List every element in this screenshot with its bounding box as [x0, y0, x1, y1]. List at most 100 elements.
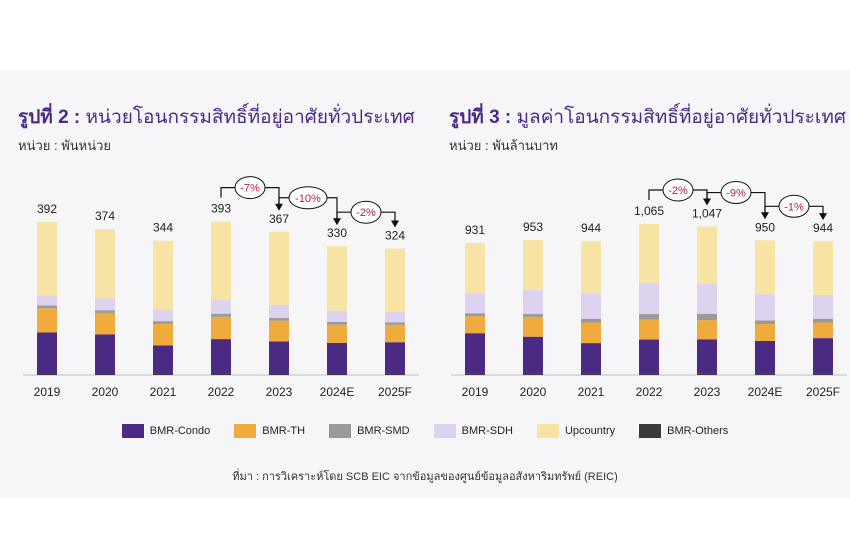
bar-segment-upcountry-2022: [211, 221, 231, 300]
total-label-2025F: 944: [813, 221, 833, 235]
bar-segment-bmr-condo-2019: [37, 332, 57, 374]
total-label-2021: 944: [581, 221, 601, 235]
bar-segment-bmr-condo-2021: [581, 343, 601, 374]
bar-segment-bmr-sdh-2023: [697, 283, 717, 314]
bar-segment-bmr-others-2020: [523, 373, 543, 375]
x-tick-label-2022: 2022: [636, 385, 663, 399]
bar-segment-bmr-smd-2020: [95, 310, 115, 313]
total-label-2023: 1,047: [692, 207, 722, 221]
bar-segment-bmr-condo-2025F: [385, 342, 405, 374]
bar-segment-bmr-th-2021: [153, 323, 173, 346]
chart-title-left: รูปที่ 2 : หน่วยโอนกรรมสิทธิ์ที่อยู่อาศั…: [18, 102, 415, 132]
change-badge-2024E-2025F: [350, 200, 382, 224]
chart-transfer-units: 392 2019 374 2020 344 2021 393 2022 367 2023 330 20…: [23, 176, 419, 399]
bar-segment-upcountry-2024E: [755, 240, 775, 295]
bar-segment-bmr-smd-2022: [211, 313, 231, 317]
bar-segment-bmr-th-2020: [95, 312, 115, 335]
bar-segment-bmr-smd-2021: [153, 321, 173, 324]
bar-segment-bmr-others-2022: [211, 373, 231, 375]
bar-segment-bmr-th-2019: [37, 308, 57, 333]
bar-segment-bmr-smd-2019: [465, 313, 485, 317]
bar-segment-bmr-sdh-2023: [269, 304, 289, 319]
bar-segment-bmr-smd-2025F: [385, 322, 405, 325]
total-label-2022: 1,065: [634, 204, 664, 218]
change-label-2023-2024E: -10%: [295, 193, 321, 205]
change-label-2022-2023: -2%: [668, 185, 688, 197]
bar-segment-bmr-sdh-2019: [465, 292, 485, 314]
bar-segment-upcountry-2023: [697, 226, 717, 284]
bar-segment-bmr-th-2025F: [385, 324, 405, 343]
bar-segment-bmr-smd-2023: [697, 313, 717, 321]
bar-segment-bmr-others-2019: [37, 373, 57, 375]
change-badge-2022-2023: [234, 176, 266, 200]
change-badge-2023-2024E: [720, 181, 752, 205]
x-tick-label-2023: 2023: [694, 385, 721, 399]
bar-segment-bmr-smd-2025F: [813, 318, 833, 323]
bar-segment-bmr-sdh-2019: [37, 295, 57, 306]
chart-title-right-prefix: รูปที่ 3 :: [449, 107, 512, 128]
bar-segment-bmr-others-2019: [465, 373, 485, 375]
x-tick-label-2021: 2021: [578, 385, 605, 399]
bar-segment-upcountry-2019: [465, 243, 485, 293]
chart-title-left-text: หน่วยโอนกรรมสิทธิ์ที่อยู่อาศัยทั่วประเทศ: [85, 107, 415, 128]
legend-item-bmr-condo: BMR-Condo: [121, 424, 211, 438]
x-tick-label-2024E: 2024E: [320, 385, 355, 399]
change-label-2024E-2025F: -2%: [356, 207, 376, 219]
bar-segment-bmr-sdh-2024E: [327, 310, 347, 322]
x-tick-label-2019: 2019: [462, 385, 489, 399]
bar-segment-upcountry-2020: [95, 229, 115, 299]
bar-segment-bmr-th-2024E: [755, 323, 775, 341]
change-badge-2022-2023: [662, 178, 694, 202]
bar-segment-bmr-condo-2023: [697, 339, 717, 374]
bar-segment-bmr-condo-2020: [523, 336, 543, 374]
legend-swatch: [433, 424, 456, 438]
chart-transfer-value: 931 2019 953 2020 944 2021 1,065 2022 1,047 2023 9…: [451, 178, 847, 399]
legend-swatch: [329, 424, 352, 438]
bar-segment-bmr-condo-2025F: [813, 338, 833, 374]
bar-segment-bmr-others-2024E: [327, 373, 347, 375]
legend-swatch: [121, 424, 144, 438]
x-tick-label-2021: 2021: [150, 385, 177, 399]
bar-segment-upcountry-2024E: [327, 246, 347, 311]
change-label-2023-2024E: -9%: [726, 188, 746, 200]
chart-title-right: รูปที่ 3 : มูลค่าโอนกรรมสิทธิ์ที่อยู่อาศ…: [449, 102, 846, 132]
total-label-2021: 344: [153, 221, 173, 235]
legend-label: BMR-SDH: [461, 425, 513, 437]
bar-segment-bmr-condo-2022: [211, 339, 231, 374]
x-tick-label-2020: 2020: [92, 385, 119, 399]
change-label-2022-2023: -7%: [240, 183, 260, 195]
legend-label: BMR-Condo: [149, 425, 211, 437]
total-label-2020: 953: [523, 220, 543, 234]
bar-segment-upcountry-2021: [581, 241, 601, 293]
bar-segment-bmr-smd-2021: [581, 318, 601, 323]
bar-segment-bmr-sdh-2022: [211, 299, 231, 314]
bar-segment-bmr-sdh-2020: [523, 289, 543, 315]
bar-segment-bmr-sdh-2022: [639, 282, 659, 315]
change-arrowhead-2024E-2025F: [819, 213, 827, 221]
bar-segment-bmr-condo-2019: [465, 333, 485, 374]
bar-segment-bmr-th-2023: [269, 320, 289, 342]
legend-swatch: [234, 424, 257, 438]
bar-segment-bmr-others-2024E: [755, 373, 775, 375]
legend-item-bmr-others: BMR-Others: [639, 424, 728, 438]
bar-segment-bmr-sdh-2021: [153, 309, 173, 322]
legend-item-bmr-th: BMR-TH: [234, 424, 305, 438]
bar-segment-bmr-smd-2019: [37, 305, 57, 309]
bar-segment-bmr-th-2019: [465, 316, 485, 334]
bar-segment-bmr-others-2023: [697, 373, 717, 375]
legend-label: BMR-TH: [262, 425, 306, 437]
bar-segment-upcountry-2020: [523, 239, 543, 290]
legend-swatch: [536, 424, 559, 438]
bar-segment-bmr-th-2022: [211, 316, 231, 340]
chart-title-left-prefix: รูปที่ 2 :: [18, 107, 81, 128]
x-tick-label-2024E: 2024E: [748, 385, 783, 399]
bar-segment-upcountry-2022: [639, 224, 659, 283]
bar-segment-bmr-smd-2022: [639, 314, 659, 320]
bar-segment-bmr-th-2023: [697, 320, 717, 340]
change-arrowhead-2024E-2025F: [391, 220, 399, 228]
x-tick-label-2022: 2022: [208, 385, 235, 399]
legend: BMR-Condo BMR-TH BMR-SMD BMR-SDH Upcountry BM…: [0, 424, 850, 438]
total-label-2024E: 950: [755, 220, 775, 234]
x-tick-label-2025F: 2025F: [806, 385, 840, 399]
bar-segment-bmr-th-2021: [581, 322, 601, 344]
